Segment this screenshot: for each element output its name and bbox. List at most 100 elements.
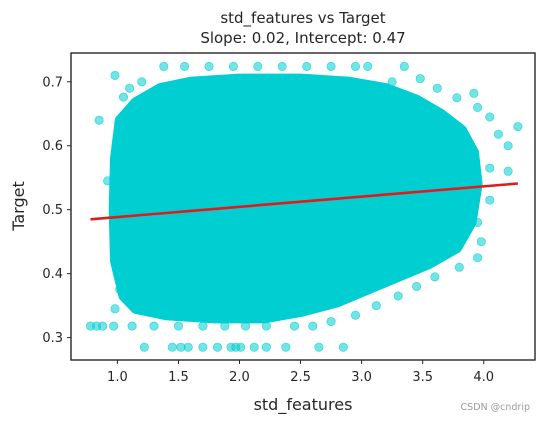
scatter-point [503,166,513,176]
watermark: CSDN @cndrip [460,402,530,413]
scatter-point [332,115,342,125]
scatter-point [112,259,122,269]
scatter-point [350,61,360,71]
scatter-point [115,285,125,295]
point-cloud [108,73,483,324]
scatter-point [98,321,108,331]
scatter-point [259,205,269,215]
scatter-point [314,342,324,352]
y-axis-label: Target [9,181,28,232]
scatter-point [415,74,425,84]
scatter-point [119,229,129,239]
scatter-point [344,269,354,279]
scatter-point [161,141,171,151]
scatter-point [308,321,318,331]
scatter-point [174,90,184,100]
x-tick-label: 1.0 [107,370,128,385]
scatter-point [350,310,360,320]
scatter-point [357,166,367,176]
scatter-point [220,321,230,331]
x-axis-ticks: 1.0 1.5 2.0 2.5 3.0 3.5 4.0 [107,360,494,385]
scatter-point [149,218,159,228]
x-tick-label: 2.5 [290,370,311,385]
scatter-point [326,61,336,71]
scatter-point [430,141,440,151]
scatter-point [338,342,348,352]
y-tick-label: 0.4 [42,267,63,282]
x-tick-label: 1.5 [168,370,189,385]
scatter-point [469,88,479,98]
scatter-point [210,173,220,183]
scatter-point [236,342,246,352]
scatter-point [235,109,245,119]
scatter-point [473,218,483,228]
scatter-point [241,321,251,331]
scatter-point [281,342,291,352]
scatter-point [432,83,442,93]
scatter-point [302,61,312,71]
scatter-point [452,93,462,103]
scatter-point [222,281,232,291]
scatter-point [261,321,271,331]
x-axis-label: std_features [254,395,353,415]
scatter-point [213,342,223,352]
scatter-point [277,61,287,71]
scatter-point [198,342,208,352]
scatter-point [186,256,196,266]
x-tick-label: 3.0 [351,370,372,385]
scatter-point [174,321,184,331]
scatter-point [249,342,259,352]
y-tick-label: 0.3 [42,331,63,346]
scatter-point [369,90,379,100]
scatter-point [485,195,495,205]
scatter-point [442,218,452,228]
scatter-point [371,301,381,311]
scatter-point [381,237,391,247]
y-tick-label: 0.7 [42,75,63,90]
scatter-point [110,70,120,80]
y-axis-ticks: 0.3 0.4 0.5 0.6 0.7 [42,75,71,346]
scatter-point [387,77,397,87]
scatter-point [125,166,135,176]
x-tick-label: 4.0 [473,370,494,385]
scatter-point [513,122,523,132]
scatter-point [485,163,495,173]
scatter-point [289,321,299,331]
scatter-point [204,61,214,71]
y-tick-label: 0.6 [42,139,63,154]
scatter-point [296,83,306,93]
scatter-point [103,176,113,186]
scatter-point [94,115,104,125]
scatter-point [283,256,293,266]
x-tick-label: 2.0 [229,370,250,385]
points-layer [86,61,523,352]
scatter-point [454,262,464,272]
chart-title: std_features vs Target [220,9,385,28]
scatter-point [253,61,263,71]
scatter-point [493,129,503,139]
scatter-point [476,237,486,247]
scatter-point [412,281,422,291]
scatter-point [119,92,129,102]
regression-line [90,182,519,221]
scatter-point [393,291,403,301]
scatter-point [430,272,440,282]
scatter-point [149,321,159,331]
scatter-point [159,61,169,71]
scatter-point [127,321,137,331]
scatter-point [137,77,147,87]
scatter-point [473,253,483,263]
regression-line-layer [90,182,519,221]
scatter-point [167,342,177,352]
chart-subtitle: Slope: 0.02, Intercept: 0.47 [200,29,405,47]
scatter-point [363,61,373,71]
scatter-point [261,342,271,352]
density-layer [108,73,483,324]
scatter-point [110,304,120,314]
scatter-point [326,317,336,327]
scatter-point [109,321,119,331]
y-tick-label: 0.5 [42,203,63,218]
plot-frame [70,52,536,361]
scatter-point [503,141,513,151]
